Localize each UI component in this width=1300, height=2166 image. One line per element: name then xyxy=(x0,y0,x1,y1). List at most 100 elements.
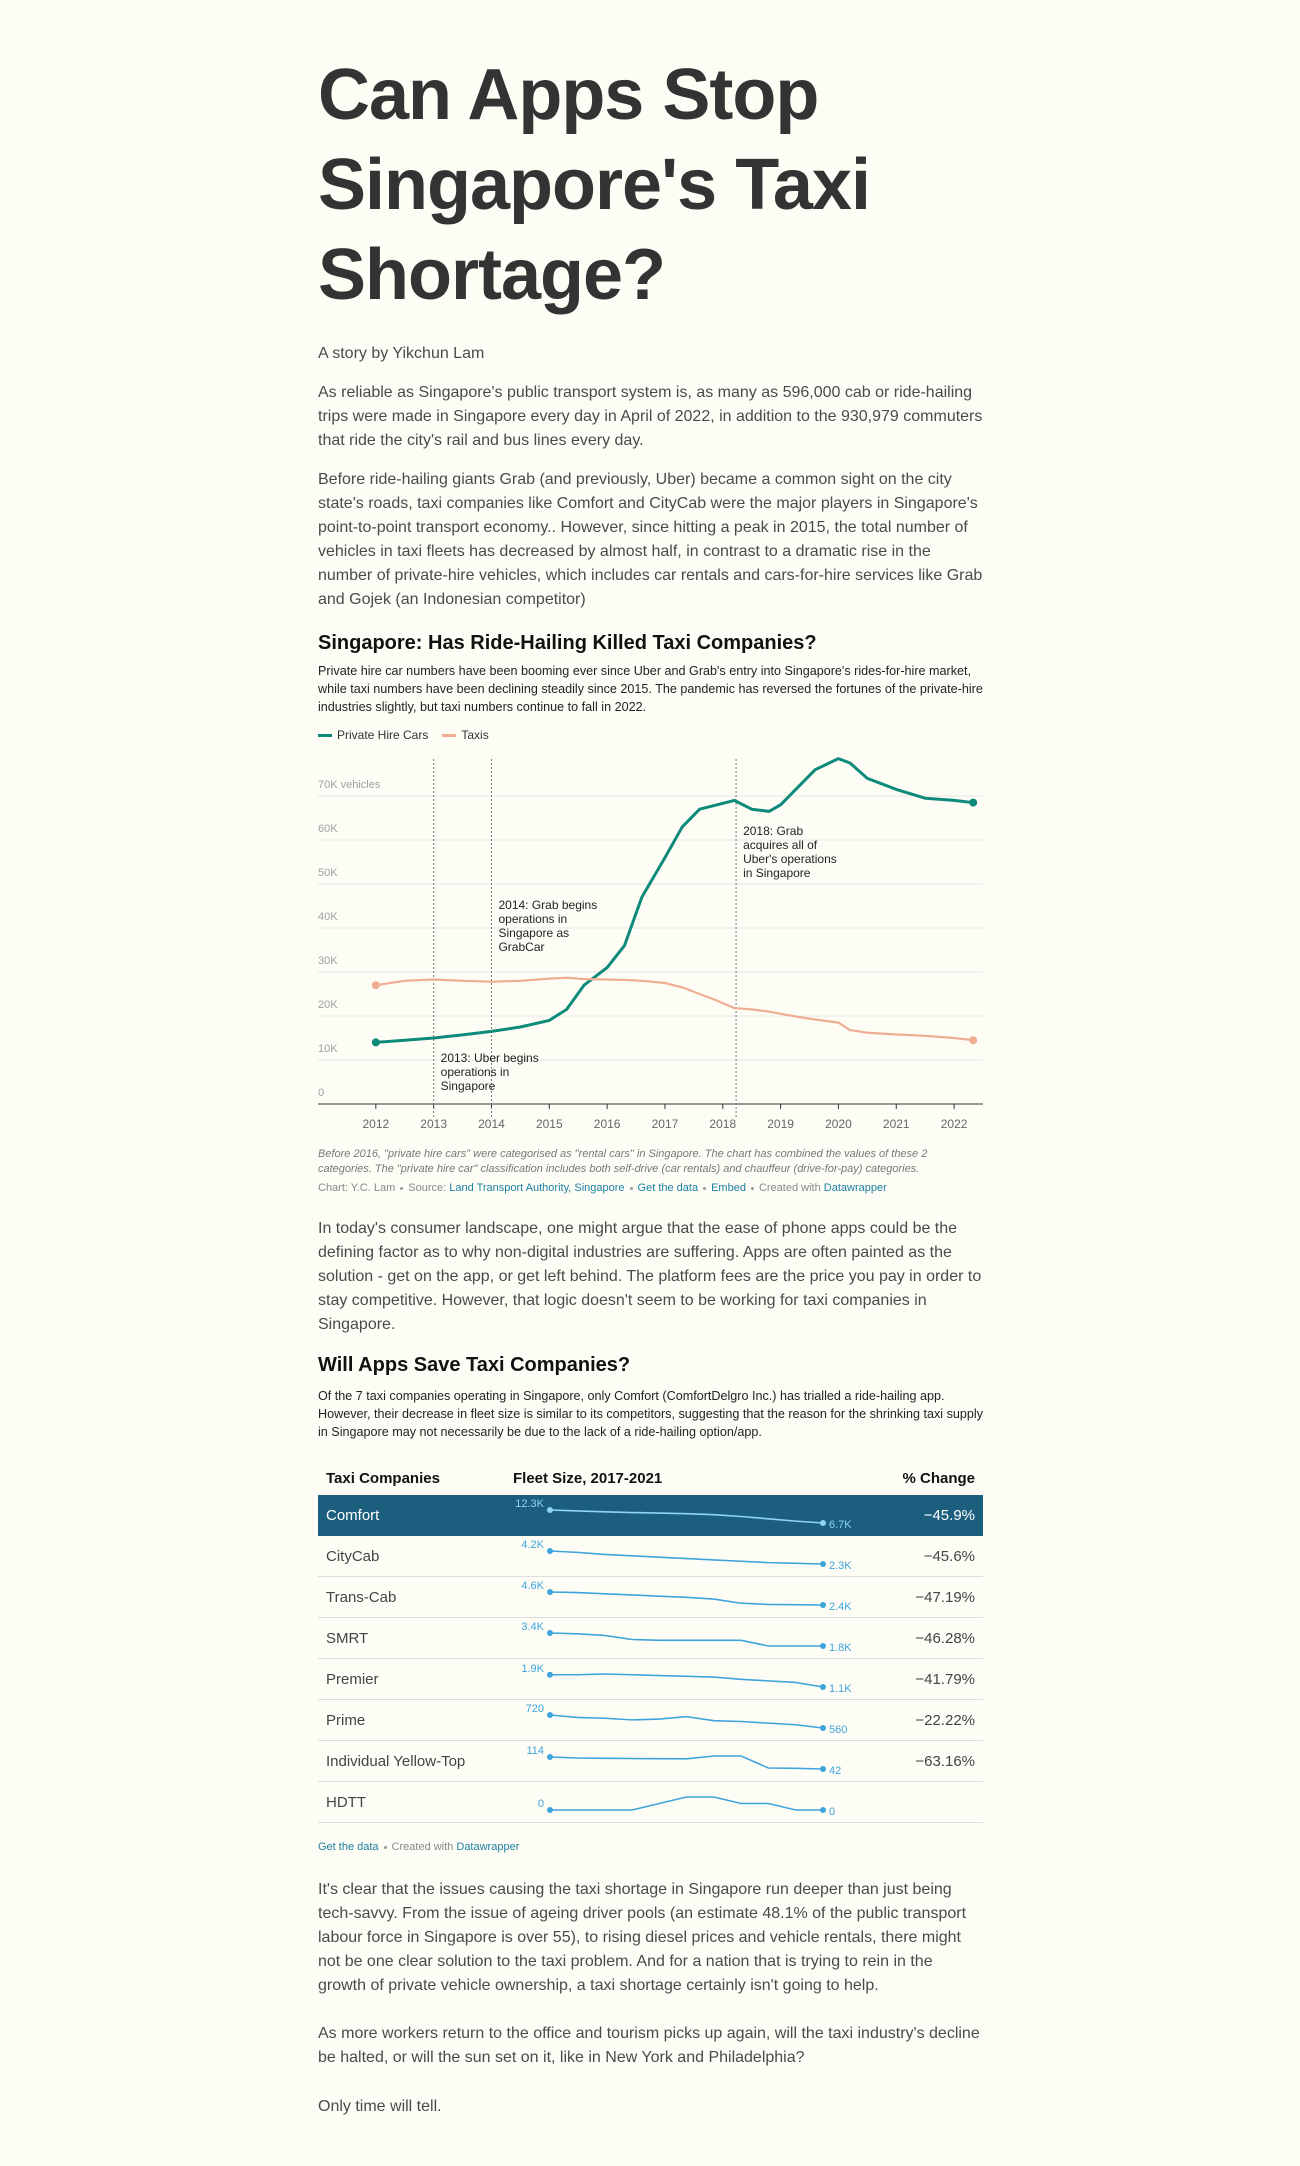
tool-link[interactable]: Datawrapper xyxy=(823,1182,887,1194)
sparkline-dot xyxy=(547,1754,553,1760)
percent-change: −46.28% xyxy=(915,1630,975,1647)
tool-link[interactable]: Datawrapper xyxy=(456,1841,520,1853)
sparkline-line xyxy=(549,1632,823,1647)
percent-change: −41.79% xyxy=(915,1671,975,1688)
table-title: Will Apps Save Taxi Companies? xyxy=(318,1354,631,1376)
y-tick-label: 50K xyxy=(318,867,338,879)
column-header: % Change xyxy=(902,1470,975,1487)
sparkline-dot xyxy=(547,1507,553,1513)
table: Taxi Companies Fleet Size, 2017-2021 % C… xyxy=(318,1462,983,1823)
chart: 0 10K 20K 30K 40K 50K 60K 70K vehicles 2012 2013 2… xyxy=(318,757,983,1131)
x-tick-label: 2022 xyxy=(941,1117,968,1131)
sparkline-line xyxy=(549,1714,824,1729)
sparkline-label: 6.7K xyxy=(829,1519,852,1531)
event-label: 2013: Uber begins operations in Singapor… xyxy=(440,1051,539,1093)
created-with: Created with xyxy=(391,1841,454,1853)
sparkline-dot xyxy=(820,1807,826,1813)
source-label: Source: xyxy=(408,1182,447,1194)
sparkline-label: 3.4K xyxy=(521,1621,544,1633)
y-tick-label: 0 xyxy=(318,1087,324,1099)
chart-area: 0 10K 20K 30K 40K 50K 60K 70K vehicles 2012 2013 2… xyxy=(318,752,983,1142)
data-link[interactable]: Get the data xyxy=(637,1182,699,1194)
sparkline-label: 1.1K xyxy=(829,1683,852,1695)
legend-label: Private Hire Cars xyxy=(337,728,429,742)
sparkline-label: 1.9K xyxy=(521,1663,544,1675)
table-source: Get the data Created with Datawrapper xyxy=(318,1840,983,1855)
source-link[interactable]: Land Transport Authority, Singapore xyxy=(449,1182,625,1194)
table-row: CityCab −45.6% 4.2K 2.3K xyxy=(318,1536,983,1577)
sparkline-dot xyxy=(820,1766,826,1772)
sparkline-dot xyxy=(820,1602,826,1608)
x-tick-label: 2017 xyxy=(652,1117,679,1131)
x-tick-label: 2014 xyxy=(478,1117,505,1131)
sparkline-dot xyxy=(547,1712,553,1718)
legend-item: Private Hire Cars xyxy=(318,728,428,742)
byline: A story by Yikchun Lam xyxy=(318,345,485,362)
legend: Private Hire Cars Taxis xyxy=(318,728,983,742)
x-tick-label: 2019 xyxy=(767,1117,794,1131)
sparkline-dot xyxy=(547,1589,553,1595)
created-with: Created with xyxy=(758,1182,821,1194)
table-header: Taxi Companies Fleet Size, 2017-2021 % C… xyxy=(318,1462,983,1495)
table-row: HDTT 0 0 xyxy=(318,1782,983,1823)
paragraph: Only time will tell. xyxy=(318,2098,442,2115)
credit: Chart: Y.C. Lam xyxy=(318,1182,396,1194)
y-tick-label: 30K xyxy=(318,955,338,967)
sparkline-dot xyxy=(820,1643,826,1649)
company-name: Comfort xyxy=(326,1507,380,1524)
x-tick-label: 2018 xyxy=(709,1117,736,1131)
company-name: Premier xyxy=(326,1671,379,1688)
y-tick-label: 10K xyxy=(318,1043,338,1055)
sparkline-label: 0 xyxy=(538,1798,544,1810)
end-point xyxy=(371,981,380,990)
table-description: Of the 7 taxi companies operating in Sin… xyxy=(318,1389,983,1439)
data-link[interactable]: Get the data xyxy=(318,1841,379,1853)
percent-change: −22.22% xyxy=(915,1712,975,1729)
company-name: Prime xyxy=(326,1712,366,1729)
sparkline-label: 4.2K xyxy=(521,1539,544,1551)
x-tick-label: 2012 xyxy=(362,1117,389,1131)
y-tick-label: 70K vehicles xyxy=(318,779,381,791)
sparkline-label: 2.3K xyxy=(829,1560,852,1572)
sparkline-line xyxy=(549,1755,824,1770)
separator xyxy=(703,1186,707,1190)
table-row: Comfort −45.9% 12.3K 6.7K xyxy=(318,1495,983,1536)
chart-title: Singapore: Has Ride-Hailing Killed Taxi … xyxy=(318,632,817,654)
table-row: Premier −41.79% 1.9K 1.1K xyxy=(318,1659,983,1700)
sparkline-dot xyxy=(820,1725,826,1731)
paragraph: As reliable as Singapore's public transp… xyxy=(318,384,983,449)
company-name: Trans-Cab xyxy=(326,1589,397,1606)
sparkline: 1.9K 1.1K xyxy=(521,1663,852,1695)
sparkline: 114 42 xyxy=(526,1745,841,1777)
sparkline: 4.2K 2.3K xyxy=(521,1539,852,1572)
sparkline-dot xyxy=(547,1548,553,1554)
sparkline-dot xyxy=(820,1561,826,1567)
x-tick-label: 2015 xyxy=(536,1117,563,1131)
sparkline-dot xyxy=(820,1684,826,1690)
paragraph: In today's consumer landscape, one might… xyxy=(318,1220,982,1333)
column-header: Fleet Size, 2017-2021 xyxy=(513,1470,663,1487)
series-line xyxy=(375,757,974,1044)
sparkline-line xyxy=(549,1509,824,1524)
event-label: 2018: Grab acquires all of Uber's operat… xyxy=(743,824,837,880)
sparkline: 4.6K 2.4K xyxy=(521,1580,852,1613)
headline: Can Apps Stop Singapore's Taxi Shortage? xyxy=(318,55,871,315)
company-name: Individual Yellow-Top xyxy=(326,1753,466,1770)
end-point xyxy=(371,1038,380,1047)
sparkline: 3.4K 1.8K xyxy=(521,1621,852,1654)
paragraph: It's clear that the issues causing the t… xyxy=(318,1881,967,1994)
percent-change: −45.9% xyxy=(923,1507,975,1524)
sparkline-line xyxy=(550,1796,823,1811)
x-tick-label: 2021 xyxy=(883,1117,910,1131)
sparkline-line xyxy=(549,1550,824,1565)
chart-notes: Before 2016, "private hire cars" were ca… xyxy=(318,1148,928,1175)
legend-label: Taxis xyxy=(461,728,489,742)
sparkline-label: 560 xyxy=(829,1724,847,1736)
sparkline-label: 720 xyxy=(526,1703,544,1715)
y-tick-label: 20K xyxy=(318,999,338,1011)
y-tick-label: 40K xyxy=(318,911,338,923)
embed-link[interactable]: Embed xyxy=(711,1182,746,1194)
sparkline-dot xyxy=(547,1630,553,1636)
end-point xyxy=(969,798,978,807)
